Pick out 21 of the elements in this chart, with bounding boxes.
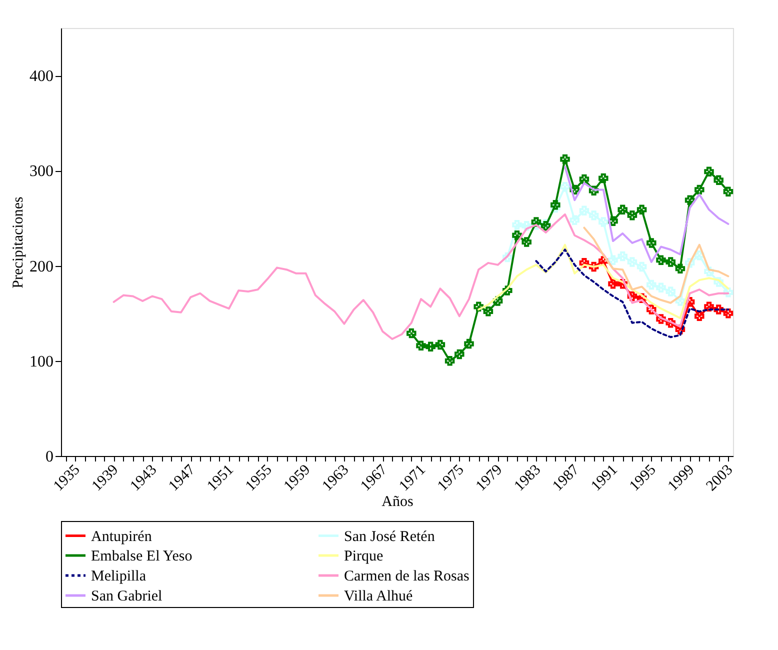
legend-label: Pirque	[344, 548, 384, 564]
legend-label: Embalse El Yeso	[91, 548, 192, 564]
legend-label: San Gabriel	[91, 588, 162, 604]
y-axis-title: Precipitaciones	[10, 196, 26, 288]
x-tick-label: 1943	[128, 462, 160, 494]
legend-label: Antupirén	[91, 528, 152, 545]
x-tick-label: 1983	[512, 462, 544, 494]
y-tick-label: 0	[46, 448, 54, 466]
x-tick-label: 1971	[396, 462, 429, 494]
legend-label: Carmen de las Rosas	[344, 568, 470, 584]
legend-label: Melipilla	[91, 568, 146, 584]
x-tick-label: 1963	[320, 462, 352, 494]
y-tick-label: 200	[30, 258, 54, 276]
legend-label: Villa Alhué	[344, 588, 414, 604]
y-tick-label: 100	[30, 353, 54, 370]
x-tick-label: 1951	[204, 462, 237, 494]
y-tick-label: 400	[30, 68, 54, 86]
x-tick-label: 1991	[588, 462, 621, 494]
x-axis-title: Años	[382, 494, 414, 510]
legend-label: San José Retén	[344, 528, 436, 545]
y-tick-label: 300	[30, 163, 54, 180]
